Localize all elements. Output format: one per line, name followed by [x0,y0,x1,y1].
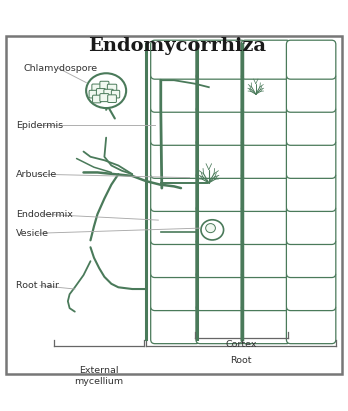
FancyBboxPatch shape [286,272,336,311]
FancyBboxPatch shape [196,73,245,112]
FancyBboxPatch shape [196,40,245,79]
Ellipse shape [206,224,215,233]
FancyBboxPatch shape [151,73,200,112]
FancyBboxPatch shape [151,139,200,178]
FancyBboxPatch shape [241,73,291,112]
FancyBboxPatch shape [96,89,105,97]
FancyBboxPatch shape [196,106,245,145]
Text: Cortex: Cortex [226,340,257,349]
FancyBboxPatch shape [241,139,291,178]
FancyBboxPatch shape [151,305,200,344]
FancyBboxPatch shape [241,173,291,211]
FancyBboxPatch shape [93,95,101,103]
FancyBboxPatch shape [6,36,342,374]
FancyBboxPatch shape [151,106,200,145]
FancyBboxPatch shape [100,81,109,90]
FancyBboxPatch shape [196,139,245,178]
FancyBboxPatch shape [107,84,117,93]
FancyBboxPatch shape [151,173,200,211]
Text: Vesicle: Vesicle [16,229,49,238]
FancyBboxPatch shape [286,40,336,79]
FancyBboxPatch shape [196,173,245,211]
FancyBboxPatch shape [100,94,109,102]
FancyBboxPatch shape [151,272,200,311]
FancyBboxPatch shape [286,106,336,145]
Text: Root: Root [230,356,252,365]
Ellipse shape [201,220,223,240]
FancyBboxPatch shape [286,206,336,245]
FancyBboxPatch shape [286,139,336,178]
Text: External
mycellium: External mycellium [74,365,124,386]
Text: Epidermis: Epidermis [16,121,63,130]
FancyBboxPatch shape [196,206,245,245]
FancyBboxPatch shape [241,40,291,79]
Ellipse shape [86,73,126,108]
FancyBboxPatch shape [286,305,336,344]
Text: Endodermix: Endodermix [16,210,72,219]
FancyBboxPatch shape [241,305,291,344]
Text: Root hair: Root hair [16,281,59,290]
Text: Endomycorrhiza: Endomycorrhiza [88,37,267,55]
FancyBboxPatch shape [286,73,336,112]
Text: Chlamydospore: Chlamydospore [24,64,98,72]
FancyBboxPatch shape [104,89,113,98]
FancyBboxPatch shape [241,106,291,145]
FancyBboxPatch shape [196,305,245,344]
FancyBboxPatch shape [111,90,120,98]
FancyBboxPatch shape [151,40,200,79]
FancyBboxPatch shape [196,272,245,311]
FancyBboxPatch shape [89,90,97,98]
FancyBboxPatch shape [92,84,102,93]
FancyBboxPatch shape [151,206,200,245]
FancyBboxPatch shape [241,238,291,277]
FancyBboxPatch shape [241,272,291,311]
FancyBboxPatch shape [108,95,116,102]
Text: Arbuscle: Arbuscle [16,170,57,179]
FancyBboxPatch shape [151,238,200,277]
FancyBboxPatch shape [196,238,245,277]
FancyBboxPatch shape [241,206,291,245]
FancyBboxPatch shape [286,173,336,211]
FancyBboxPatch shape [286,238,336,277]
